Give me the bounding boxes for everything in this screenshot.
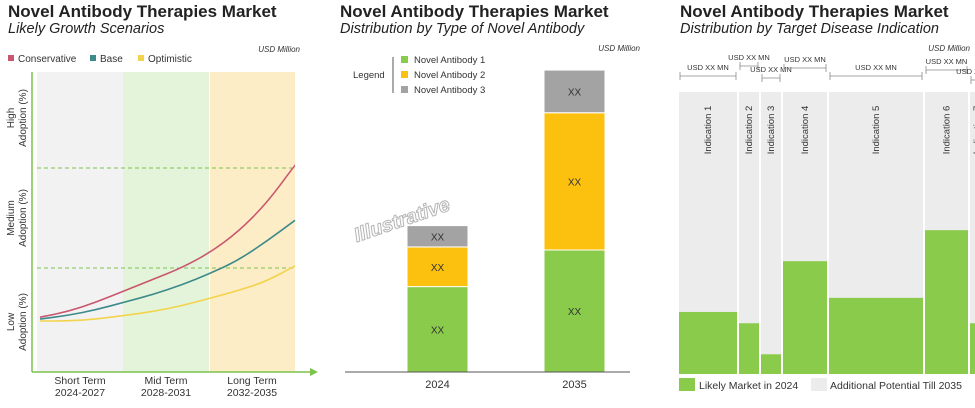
antibody-type-chart: USD Million Legend Novel Antibody 1 Novel A… [345, 44, 641, 391]
indication-label: Indication 1 [703, 106, 714, 155]
x-tick-label: Mid Term [145, 375, 188, 387]
legend-label: Novel Antibody 2 [414, 70, 485, 81]
likely-market-bar [761, 354, 781, 374]
legend-label-base: Base [100, 54, 123, 65]
unit-label: USD Million [598, 44, 640, 53]
unit-label: USD Million [928, 44, 970, 53]
bar-segment [543, 112, 606, 251]
value-label: USD XX MN [855, 63, 897, 72]
panel2-subtitle: Distribution by Type of Novel Antibody [340, 21, 585, 37]
y-tick-label-line: Adoption (%) [18, 89, 29, 147]
bar-segment-label: XX [431, 232, 445, 243]
panel3-title: Novel Antibody Therapies Market [680, 2, 949, 21]
growth-scenarios-chart: USD Million Conservative Base Optimistic Low… [6, 45, 318, 399]
bar-segment [406, 286, 469, 373]
legend-swatch [401, 56, 408, 63]
indication-panel: Novel Antibody Therapies Market Distribu… [670, 0, 975, 408]
likely-market-bar [970, 323, 975, 374]
value-label: USD XX MN [956, 67, 975, 76]
short-term-band [37, 72, 123, 372]
series-line-base [39, 219, 296, 320]
indication-label: Indication 4 [800, 106, 811, 155]
panel1-subtitle: Likely Growth Scenarios [8, 21, 165, 37]
bar-segment [406, 225, 469, 248]
indication-label: Indication 7 [972, 106, 975, 155]
value-label: USD XX MN [750, 65, 792, 74]
legend-label-potential: Additional Potential Till 2035 [830, 380, 962, 392]
legend-label: Novel Antibody 1 [414, 55, 485, 66]
legend-swatch-optimistic [138, 55, 144, 61]
likely-market-bar [829, 297, 923, 374]
bar-segment-label: XX [431, 325, 445, 336]
x-tick-label: Short Term [54, 375, 105, 387]
indication-label: Indication 2 [744, 106, 755, 155]
likely-market-bar [739, 323, 759, 374]
likely-market-bar [925, 230, 968, 374]
growth-scenarios-panel: Novel Antibody Therapies Market Likely G… [0, 0, 322, 408]
legend-label-conservative: Conservative [18, 54, 77, 65]
additional-potential-bar [761, 92, 781, 374]
legend-label-likely: Likely Market in 2024 [699, 380, 798, 392]
long-term-band [210, 72, 295, 372]
legend-swatch-potential [811, 378, 827, 391]
x-tick-label: Long Term [227, 375, 277, 387]
x-tick-label: 2032-2035 [227, 387, 277, 399]
y-tick-label: HighAdoption (%) [6, 89, 29, 147]
indication-label: Indication 6 [942, 106, 953, 155]
y-tick-label-line: High [6, 108, 17, 129]
series-line-conservative [39, 164, 296, 318]
legend-swatch [401, 71, 408, 78]
series-line-optimistic [40, 265, 296, 322]
legend-title: Legend [353, 70, 385, 81]
y-tick-label-line: Adoption (%) [18, 293, 29, 351]
y-tick-label-line: Adoption (%) [18, 189, 29, 247]
legend-swatch-base [90, 55, 96, 61]
panel2-title: Novel Antibody Therapies Market [340, 2, 609, 21]
mid-term-band [123, 72, 209, 372]
value-label: USD XX MN [926, 57, 968, 66]
panel3-subtitle: Distribution by Target Disease Indicatio… [680, 21, 939, 37]
bar-segment [543, 69, 606, 114]
additional-potential-bar [970, 92, 975, 374]
bar-segment [406, 246, 469, 288]
legend-swatch-likely [679, 378, 695, 391]
bar-segment-label: XX [568, 307, 582, 318]
y-tick-label: LowAdoption (%) [6, 293, 29, 351]
legend-swatch-conservative [8, 55, 14, 61]
x-axis-arrow [310, 368, 318, 376]
y-tick-label-line: Low [6, 312, 17, 331]
bar-segment [543, 249, 606, 373]
likely-market-bar [679, 311, 737, 374]
y-tick-label-line: Medium [6, 200, 17, 236]
panel1-title: Novel Antibody Therapies Market [8, 2, 277, 21]
x-tick-label: 2028-2031 [141, 387, 191, 399]
value-label: USD XX MN [687, 63, 729, 72]
antibody-type-panel: Novel Antibody Therapies Market Distribu… [330, 0, 652, 408]
indication-label: Indication 5 [871, 106, 882, 155]
x-tick-label: 2024 [425, 379, 449, 391]
y-tick-label: MediumAdoption (%) [6, 189, 29, 247]
legend-swatch [401, 86, 408, 93]
bar-segment-label: XX [431, 263, 445, 274]
additional-potential-bar [739, 92, 759, 374]
indication-label: Indication 3 [766, 106, 777, 155]
value-label: USD XX MN [728, 53, 770, 62]
value-label: USD XX MN [784, 55, 826, 64]
legend-label: Novel Antibody 3 [414, 85, 485, 96]
x-tick-label: 2024-2027 [55, 387, 105, 399]
bar-segment-label: XX [568, 87, 582, 98]
likely-market-bar [783, 261, 827, 374]
x-tick-label: 2035 [562, 379, 586, 391]
bar-segment-label: XX [568, 177, 582, 188]
legend-label-optimistic: Optimistic [148, 54, 192, 65]
unit-label: USD Million [258, 45, 300, 54]
indication-chart: Indication 1 USD XX MN Indication 2 USD XX … [679, 44, 975, 392]
